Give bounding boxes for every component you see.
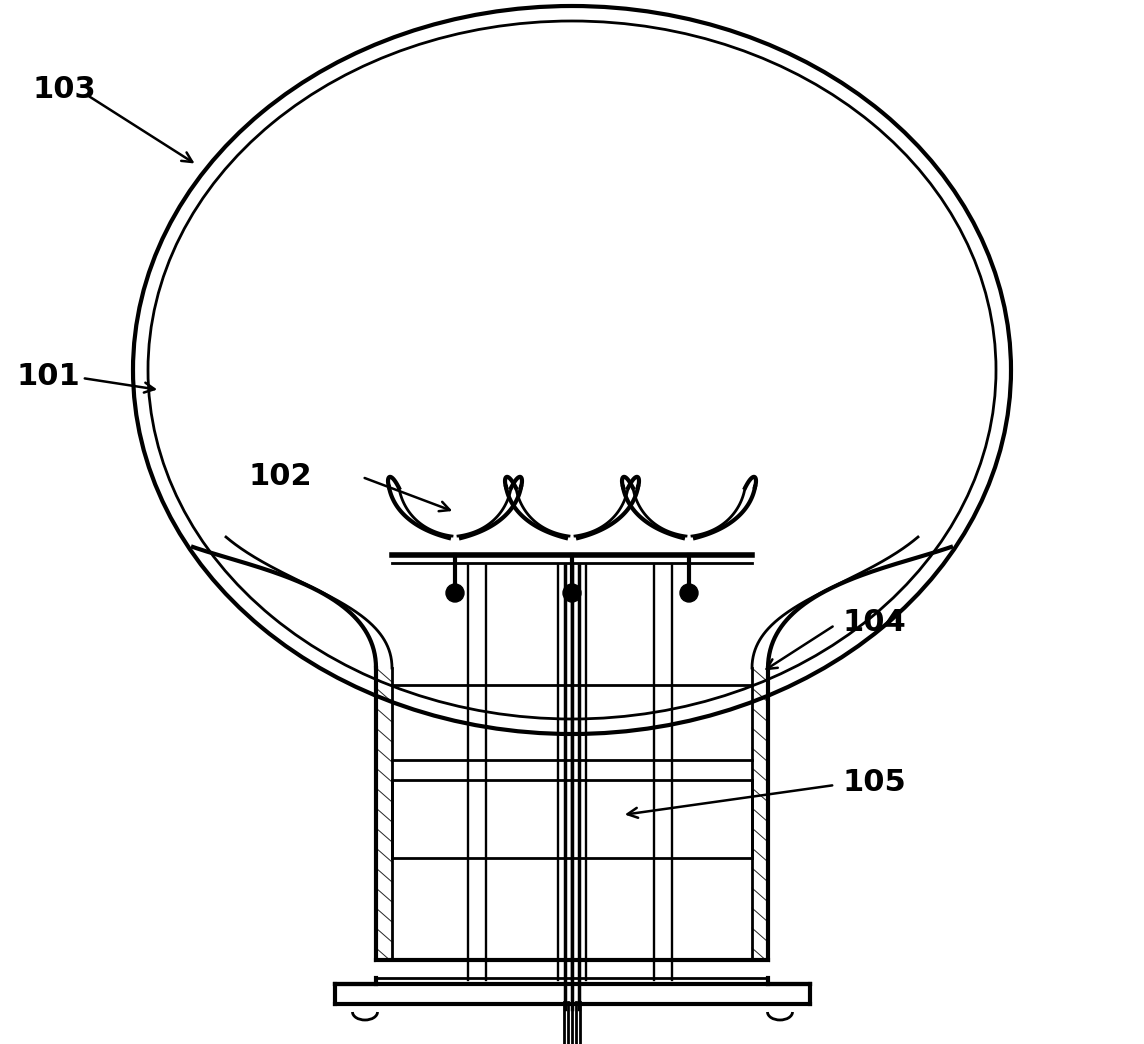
Ellipse shape [133, 6, 1011, 734]
Text: 105: 105 [842, 768, 906, 797]
Text: 101: 101 [17, 362, 81, 392]
Text: 104: 104 [842, 608, 906, 637]
Circle shape [446, 584, 464, 602]
Text: 102: 102 [248, 462, 311, 491]
Circle shape [680, 584, 698, 602]
Text: 103: 103 [32, 75, 96, 104]
Circle shape [563, 584, 581, 602]
